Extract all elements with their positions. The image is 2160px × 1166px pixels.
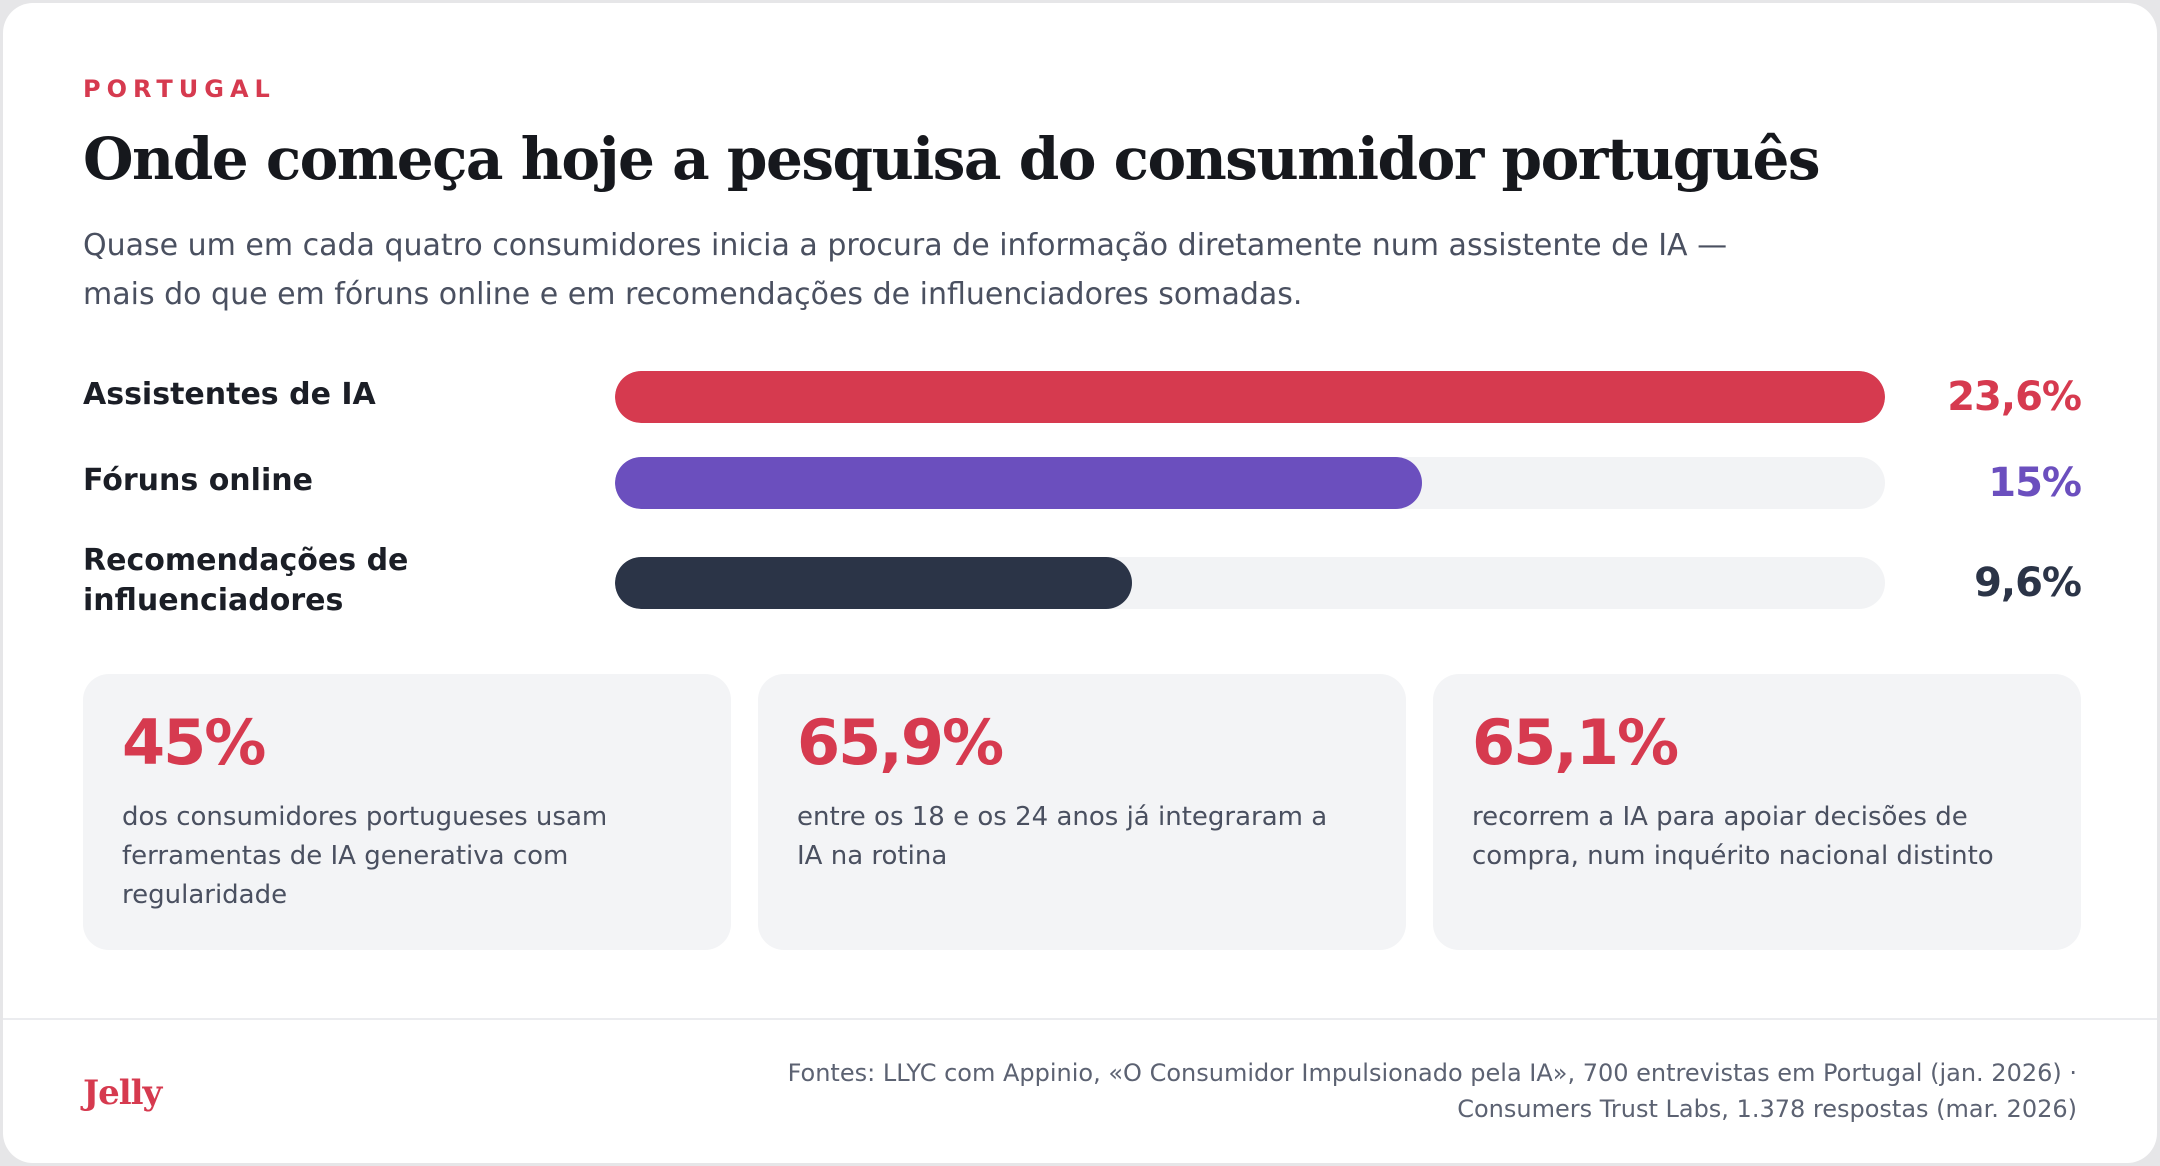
stat-description: entre os 18 e os 24 anos já integraram a… — [797, 802, 1328, 871]
stat-card: 45% dos consumidores portugueses usam fe… — [83, 674, 731, 950]
bar — [615, 557, 1132, 609]
stat-description: dos consumidores portugueses usam ferram… — [122, 802, 608, 910]
bar-value-label: 15% — [1988, 460, 2082, 506]
bar-track — [615, 457, 1885, 509]
stat-value: 65,1% — [1472, 706, 1679, 779]
footer-divider — [3, 1018, 2157, 1020]
brand-logo: Jelly — [83, 1073, 162, 1113]
eyebrow-label: PORTUGAL — [83, 75, 276, 103]
bar-value-label: 9,6% — [1974, 560, 2082, 606]
bar-value-label: 23,6% — [1947, 374, 2082, 420]
bar-label: Assistentes de IA — [83, 377, 376, 412]
bar-label: Recomendações de influenciadores — [83, 543, 409, 618]
sources-line: Consumers Trust Labs, 1.378 respostas (m… — [1457, 1095, 2077, 1123]
page-subtitle: Quase um em cada quatro consumidores ini… — [83, 228, 1728, 312]
bar-track — [615, 557, 1885, 609]
bar — [615, 371, 1885, 423]
sources-line: Fontes: LLYC com Appinio, «O Consumidor … — [787, 1059, 2077, 1087]
bar — [615, 457, 1423, 509]
bar-track — [615, 371, 1885, 423]
stat-value: 65,9% — [797, 706, 1004, 779]
stat-card: 65,1% recorrem a IA para apoiar decisões… — [1433, 674, 2081, 950]
page-title: Onde começa hoje a pesquisa do consumido… — [83, 125, 1821, 193]
bar-label: Fóruns online — [83, 463, 313, 498]
stat-description: recorrem a IA para apoiar decisões de co… — [1472, 802, 1994, 871]
infographic-card: PORTUGAL Onde começa hoje a pesquisa do … — [3, 3, 2157, 1163]
stat-card: 65,9% entre os 18 e os 24 anos já integr… — [758, 674, 1406, 950]
stat-value: 45% — [122, 706, 266, 779]
sources-note: Fontes: LLYC com Appinio, «O Consumidor … — [577, 1055, 2077, 1127]
